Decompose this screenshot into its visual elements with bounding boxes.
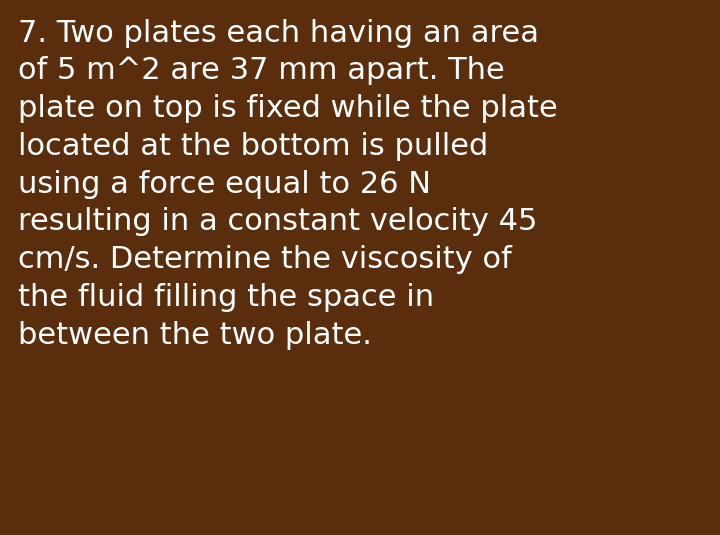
Text: 7. Two plates each having an area
of 5 m^2 are 37 mm apart. The
plate on top is : 7. Two plates each having an area of 5 m… [18, 19, 558, 350]
